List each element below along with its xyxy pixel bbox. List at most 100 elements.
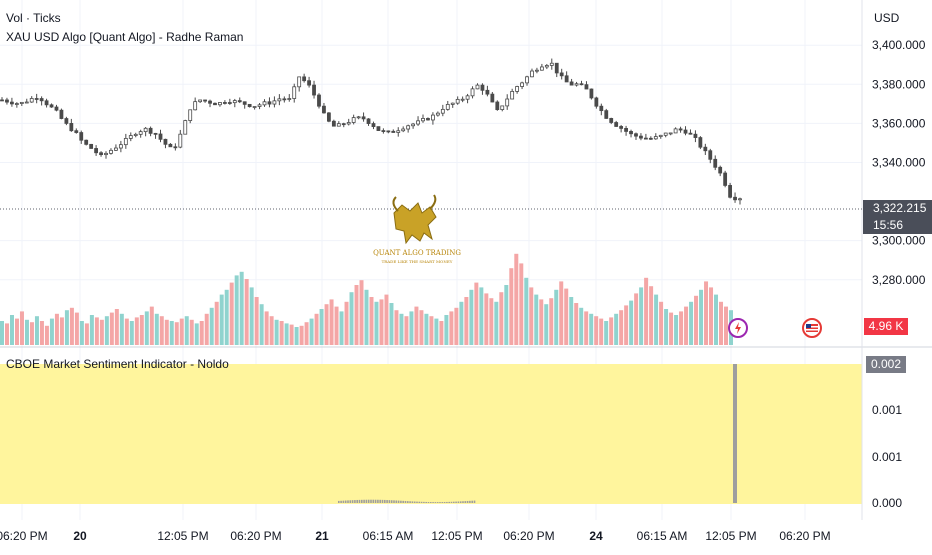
indicator-bar — [342, 500, 345, 503]
volume-bar — [614, 313, 619, 345]
indicator-bar — [464, 501, 467, 503]
volume-bar — [239, 271, 244, 345]
volume-bar — [639, 287, 644, 345]
candle-body — [549, 62, 554, 66]
volume-bar — [59, 317, 64, 345]
time-axis[interactable]: 06:20 PM 20 12:05 PM 06:20 PM 21 06:15 AM 12:0… — [0, 529, 831, 543]
currency-label[interactable]: USD — [874, 11, 900, 25]
time-tick-label: 06:15 AM — [637, 529, 688, 543]
volume-bar — [259, 304, 264, 345]
indicator-bars — [338, 364, 737, 503]
volume-bar — [514, 253, 519, 345]
us-flag-event-icon[interactable] — [802, 318, 822, 338]
candle-body — [515, 86, 520, 92]
candle-body — [634, 133, 638, 137]
volume-bar — [29, 322, 34, 345]
volume-bar — [354, 285, 359, 345]
indicator-legend[interactable]: CBOE Market Sentiment Indicator - Noldo — [6, 357, 229, 371]
symbol-legend[interactable]: XAU USD Algo [Quant Algo] - Radhe Raman — [6, 30, 244, 44]
volume-bar — [4, 323, 9, 345]
indicator-bar — [462, 501, 464, 503]
indicator-bar — [361, 499, 363, 503]
indicator-tick-label: 0.001 — [872, 450, 902, 464]
candle-body — [569, 81, 574, 86]
indicator-bar — [344, 500, 347, 503]
time-tick-label: 20 — [73, 529, 87, 543]
candle-body — [396, 130, 401, 133]
volume-bar — [219, 294, 224, 345]
candle-body — [371, 123, 376, 128]
candle-body — [242, 101, 247, 105]
volume-bar — [704, 281, 709, 345]
candle-body — [99, 152, 103, 156]
indicator-axis[interactable]: 0.001 0.001 0.000 — [872, 403, 902, 510]
candle-body — [455, 98, 460, 104]
candle-body — [445, 104, 450, 110]
volume-bar — [634, 293, 639, 345]
candle-body — [336, 123, 341, 127]
candle-body — [287, 98, 292, 100]
volume-bar — [589, 313, 594, 345]
indicator-spike-bar — [733, 364, 737, 503]
candle-body — [133, 133, 138, 136]
candle-body — [535, 69, 539, 72]
candle-body — [584, 84, 589, 90]
candle-body — [257, 104, 262, 107]
volume-bar — [269, 316, 274, 345]
candle-body — [579, 83, 584, 86]
candle-body — [193, 101, 198, 111]
flash-event-icon[interactable] — [728, 318, 748, 338]
candle-body — [148, 127, 153, 134]
volume-bar — [504, 285, 509, 345]
candle-body — [247, 103, 252, 108]
candle-body — [213, 102, 217, 106]
price-axis[interactable]: 3,400.000 3,380.000 3,360.000 3,340.000 3,30… — [872, 38, 926, 287]
volume-bar — [114, 309, 119, 345]
volume-bar — [469, 289, 474, 345]
candle-body — [435, 112, 440, 116]
candle-body — [163, 138, 168, 145]
indicator-bar — [393, 500, 395, 503]
indicator-bar — [400, 500, 402, 503]
candle-body — [104, 152, 108, 156]
volume-bar — [199, 321, 204, 345]
volume-bar — [279, 321, 284, 345]
volume-bar — [429, 316, 434, 345]
volume-bar — [24, 319, 29, 345]
candle-body — [10, 101, 14, 105]
candle-body — [688, 132, 693, 135]
candle-body — [351, 117, 356, 123]
candle-body — [173, 146, 178, 149]
volume-legend[interactable]: Vol · Ticks — [6, 11, 61, 25]
candle-body — [663, 132, 668, 136]
indicator-bar — [416, 501, 418, 503]
indicator-bar — [418, 501, 421, 503]
volume-bar — [9, 315, 14, 345]
candle-body — [554, 62, 559, 74]
volume-bar — [39, 321, 44, 345]
candle-body — [718, 166, 723, 174]
price-tick-label: 3,400.000 — [872, 38, 926, 52]
volume-bar — [494, 301, 499, 345]
volume-bar — [364, 289, 369, 345]
volume-bar — [709, 287, 714, 345]
volume-bar — [599, 318, 604, 345]
indicator-bar — [443, 502, 446, 503]
indicator-bar — [432, 502, 434, 503]
indicator-bar — [358, 499, 361, 503]
candle-body — [208, 100, 212, 104]
indicator-bar — [367, 499, 370, 503]
volume-bar — [304, 322, 309, 345]
indicator-bar — [404, 500, 407, 503]
indicator-bar — [427, 502, 430, 503]
volume-bar — [159, 316, 164, 345]
volume-bar — [359, 280, 364, 345]
volume-bar — [194, 323, 199, 345]
volume-bar — [274, 319, 279, 345]
candle-body — [643, 137, 648, 140]
candle-body — [59, 109, 64, 119]
volume-bar — [569, 297, 574, 345]
volume-bar — [144, 311, 149, 345]
